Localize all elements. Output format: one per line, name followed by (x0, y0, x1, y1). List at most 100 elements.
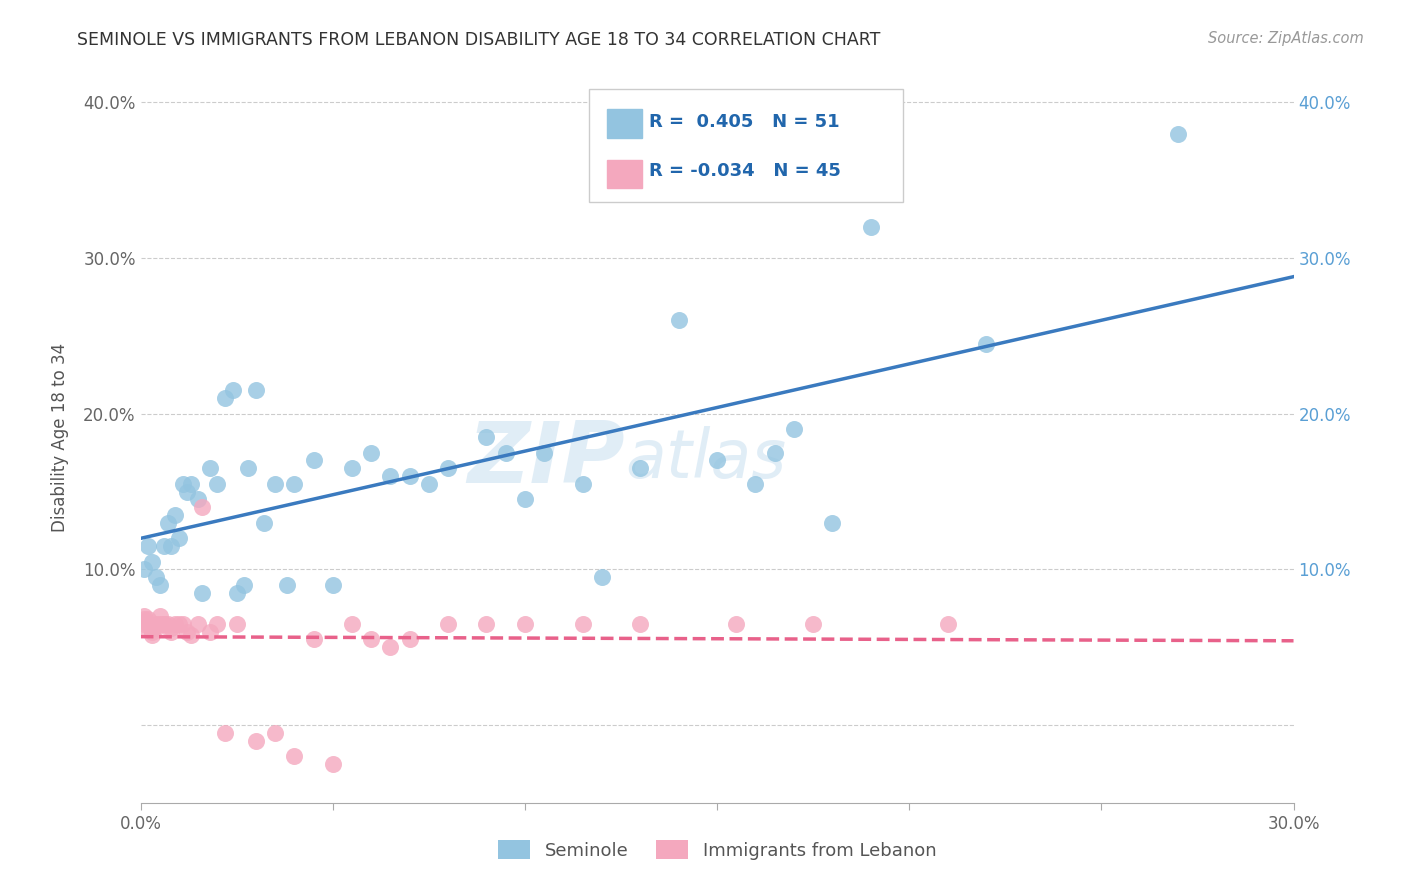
Point (165, 508, 187, 522)
Point (245, 733, 267, 747)
Point (322, 756, 344, 771)
Point (172, 476, 194, 491)
Point (591, 570, 613, 584)
Point (398, 632, 420, 647)
Point (152, 539, 174, 553)
Point (152, 616, 174, 631)
Point (360, 445, 382, 459)
Point (176, 624, 198, 639)
Point (141, 624, 163, 639)
Point (225, 616, 247, 631)
Point (725, 616, 748, 631)
Point (191, 500, 214, 515)
Point (187, 616, 209, 631)
Point (533, 445, 555, 459)
Point (222, 384, 245, 398)
Point (207, 616, 229, 631)
Text: Source: ZipAtlas.com: Source: ZipAtlas.com (1208, 31, 1364, 46)
Point (225, 585, 247, 599)
Point (437, 616, 460, 631)
Point (187, 492, 209, 507)
Point (207, 476, 229, 491)
Point (160, 622, 183, 636)
Point (340, 616, 363, 631)
Point (156, 616, 179, 631)
Point (859, 219, 882, 234)
Point (145, 616, 167, 631)
Point (302, 453, 325, 467)
Point (160, 624, 183, 639)
Point (214, 391, 236, 405)
Point (214, 725, 236, 739)
Point (180, 628, 202, 642)
Point (136, 616, 159, 631)
Point (264, 725, 287, 739)
Point (744, 476, 766, 491)
Y-axis label: Disability Age 18 to 34: Disability Age 18 to 34 (52, 343, 69, 532)
Point (783, 422, 806, 436)
Point (418, 476, 440, 491)
Point (398, 469, 420, 483)
Point (628, 616, 651, 631)
Point (571, 476, 593, 491)
Point (198, 624, 221, 639)
Point (238, 461, 260, 475)
Point (475, 430, 498, 444)
Point (145, 622, 167, 636)
Point (149, 578, 172, 592)
Point (513, 616, 536, 631)
Point (134, 612, 156, 626)
Point (149, 616, 172, 631)
Point (134, 622, 156, 636)
Point (513, 492, 536, 507)
Point (763, 445, 786, 459)
Point (156, 516, 179, 530)
Point (322, 578, 344, 592)
Point (276, 578, 298, 592)
Point (801, 616, 824, 631)
Point (136, 612, 159, 626)
Point (233, 578, 256, 592)
Point (245, 384, 267, 398)
Point (136, 539, 159, 553)
Text: R =  0.405   N = 51: R = 0.405 N = 51 (650, 113, 839, 131)
Point (380, 640, 402, 655)
Text: SEMINOLE VS IMMIGRANTS FROM LEBANON DISABILITY AGE 18 TO 34 CORRELATION CHART: SEMINOLE VS IMMIGRANTS FROM LEBANON DISA… (77, 31, 880, 49)
Point (134, 616, 156, 631)
Point (152, 616, 174, 631)
Text: R = -0.034   N = 45: R = -0.034 N = 45 (650, 162, 841, 180)
Point (134, 562, 156, 576)
Point (821, 516, 844, 530)
Point (1167, 127, 1189, 141)
Point (167, 531, 190, 545)
Point (172, 616, 194, 631)
Point (165, 616, 187, 631)
Point (160, 539, 183, 553)
Point (264, 476, 287, 491)
Point (668, 313, 690, 327)
Point (134, 609, 156, 624)
Point (340, 461, 363, 475)
Point (283, 476, 305, 491)
Point (380, 469, 402, 483)
Point (571, 616, 593, 631)
Point (149, 609, 172, 624)
Legend: Seminole, Immigrants from Lebanon: Seminole, Immigrants from Lebanon (491, 832, 943, 867)
Point (145, 570, 167, 584)
Point (628, 461, 651, 475)
Point (176, 484, 198, 499)
Point (437, 461, 460, 475)
Point (141, 628, 163, 642)
Point (252, 516, 274, 530)
Point (198, 461, 221, 475)
Point (974, 336, 997, 351)
Text: ZIP: ZIP (467, 417, 624, 500)
Point (180, 476, 202, 491)
Point (191, 585, 214, 599)
Point (475, 616, 498, 631)
Point (302, 632, 325, 647)
Point (360, 632, 382, 647)
Point (495, 445, 517, 459)
Point (141, 555, 163, 569)
Point (706, 453, 728, 467)
